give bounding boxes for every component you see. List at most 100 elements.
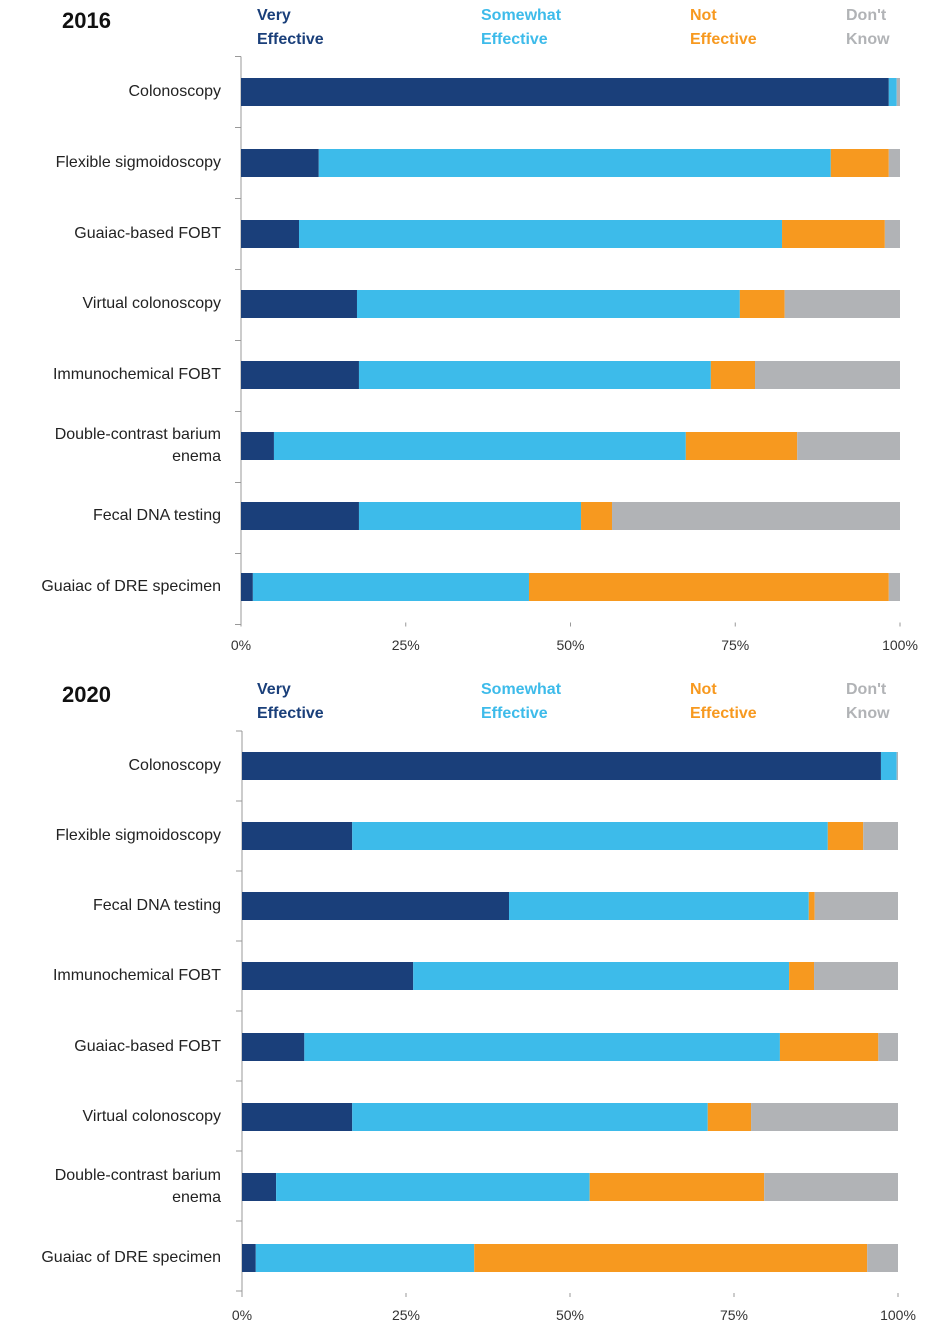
bar-segment: [242, 1103, 353, 1131]
bar-segment: [830, 149, 889, 177]
bar-segment: [352, 822, 828, 850]
bar-segment: [755, 361, 900, 389]
bar-segment: [863, 822, 898, 850]
bar-segment: [888, 78, 897, 106]
bar-segment: [242, 1244, 256, 1272]
legend-label: Don't Know: [846, 681, 890, 722]
bar-segment: [751, 1103, 898, 1131]
bar-segment: [273, 432, 686, 460]
bar-segment: [474, 1244, 868, 1272]
bar-segment: [888, 149, 900, 177]
bar-segment: [242, 962, 414, 990]
bar-segment: [797, 432, 900, 460]
x-tick-label: 0%: [230, 636, 252, 653]
legend-label: Very Effective: [257, 681, 324, 722]
category-label: Flexible sigmoidoscopy: [55, 827, 221, 844]
bar-segment: [589, 1173, 765, 1201]
x-tick-label: 50%: [555, 1307, 585, 1323]
bar-segment: [779, 1033, 879, 1061]
bar-segment: [241, 78, 889, 106]
bar-segment: [528, 573, 889, 601]
legend-label: Somewhat Effective: [481, 7, 562, 48]
bar-segment: [612, 502, 900, 530]
bar-segment: [784, 290, 900, 318]
bar-segment: [808, 892, 815, 920]
x-tick-label: 50%: [556, 636, 585, 653]
category-label: Guaiac-based FOBT: [74, 225, 221, 242]
bar-segment: [252, 573, 529, 601]
bar-segment: [241, 573, 253, 601]
x-tick-label: 100%: [882, 636, 918, 653]
x-tick-label: 25%: [391, 1307, 421, 1323]
bar-segment: [413, 962, 790, 990]
bar-segment: [242, 822, 353, 850]
bar-segment: [878, 1033, 898, 1061]
category-label: Double-contrast barium enema: [54, 426, 221, 465]
bar-segment: [782, 220, 885, 248]
bar-segment: [888, 573, 900, 601]
bar-segment: [827, 822, 864, 850]
category-label: Double-contrast barium enema: [54, 1167, 221, 1206]
bar-segment: [896, 752, 898, 780]
bar-segment: [298, 220, 783, 248]
x-tick-label: 0%: [231, 1307, 253, 1323]
legend-label: Not Effective: [690, 681, 757, 722]
bar-segment: [685, 432, 798, 460]
bar-segment: [242, 1173, 277, 1201]
bar-segment: [255, 1244, 475, 1272]
category-label: Virtual colonoscopy: [82, 1108, 221, 1125]
category-label: Fecal DNA testing: [92, 897, 221, 914]
bar-segment: [358, 502, 582, 530]
bar-segment: [241, 361, 359, 389]
bar-segment: [508, 892, 809, 920]
bar-segment: [352, 1103, 708, 1131]
bar-segment: [710, 361, 756, 389]
category-label: Flexible sigmoidoscopy: [55, 154, 221, 171]
category-label: Guaiac of DRE specimen: [41, 578, 221, 595]
category-label: Colonoscopy: [128, 757, 222, 774]
category-label: Immunochemical FOBT: [52, 967, 221, 984]
bar-segment: [739, 290, 785, 318]
bar-segment: [276, 1173, 590, 1201]
chart-title: 2016: [62, 8, 111, 33]
bar-segment: [241, 290, 357, 318]
bar-segment: [318, 149, 831, 177]
legend-label: Don't Know: [846, 7, 890, 48]
x-tick-label: 75%: [721, 636, 750, 653]
x-tick-label: 100%: [880, 1307, 916, 1323]
category-label: Virtual colonoscopy: [82, 295, 221, 312]
category-label: Immunochemical FOBT: [52, 366, 221, 383]
bar-segment: [242, 1033, 305, 1061]
bar-segment: [814, 892, 898, 920]
bar-segment: [896, 78, 900, 106]
bar-segment: [764, 1173, 898, 1201]
category-label: Fecal DNA testing: [92, 507, 221, 524]
category-label: Guaiac-based FOBT: [74, 1038, 221, 1055]
bar-segment: [581, 502, 613, 530]
bar-segment: [356, 290, 740, 318]
bar-segment: [241, 502, 359, 530]
bar-segment: [242, 892, 509, 920]
bar-segment: [241, 149, 319, 177]
bar-segment: [707, 1103, 752, 1131]
bar-segment: [814, 962, 898, 990]
bar-segment: [789, 962, 815, 990]
x-tick-label: 25%: [391, 636, 420, 653]
bar-segment: [241, 432, 274, 460]
category-label: Guaiac of DRE specimen: [41, 1249, 221, 1266]
category-label: Colonoscopy: [128, 83, 222, 100]
legend-label: Not Effective: [690, 7, 757, 48]
bar-segment: [867, 1244, 898, 1272]
legend-label: Very Effective: [257, 7, 324, 48]
legend-label: Somewhat Effective: [481, 681, 562, 722]
bar-segment: [242, 752, 881, 780]
bar-segment: [358, 361, 711, 389]
bar-segment: [241, 220, 299, 248]
bar-segment: [880, 752, 897, 780]
bar-segment: [304, 1033, 780, 1061]
chart-title: 2020: [62, 682, 111, 707]
x-tick-label: 75%: [719, 1307, 749, 1323]
bar-segment: [884, 220, 900, 248]
